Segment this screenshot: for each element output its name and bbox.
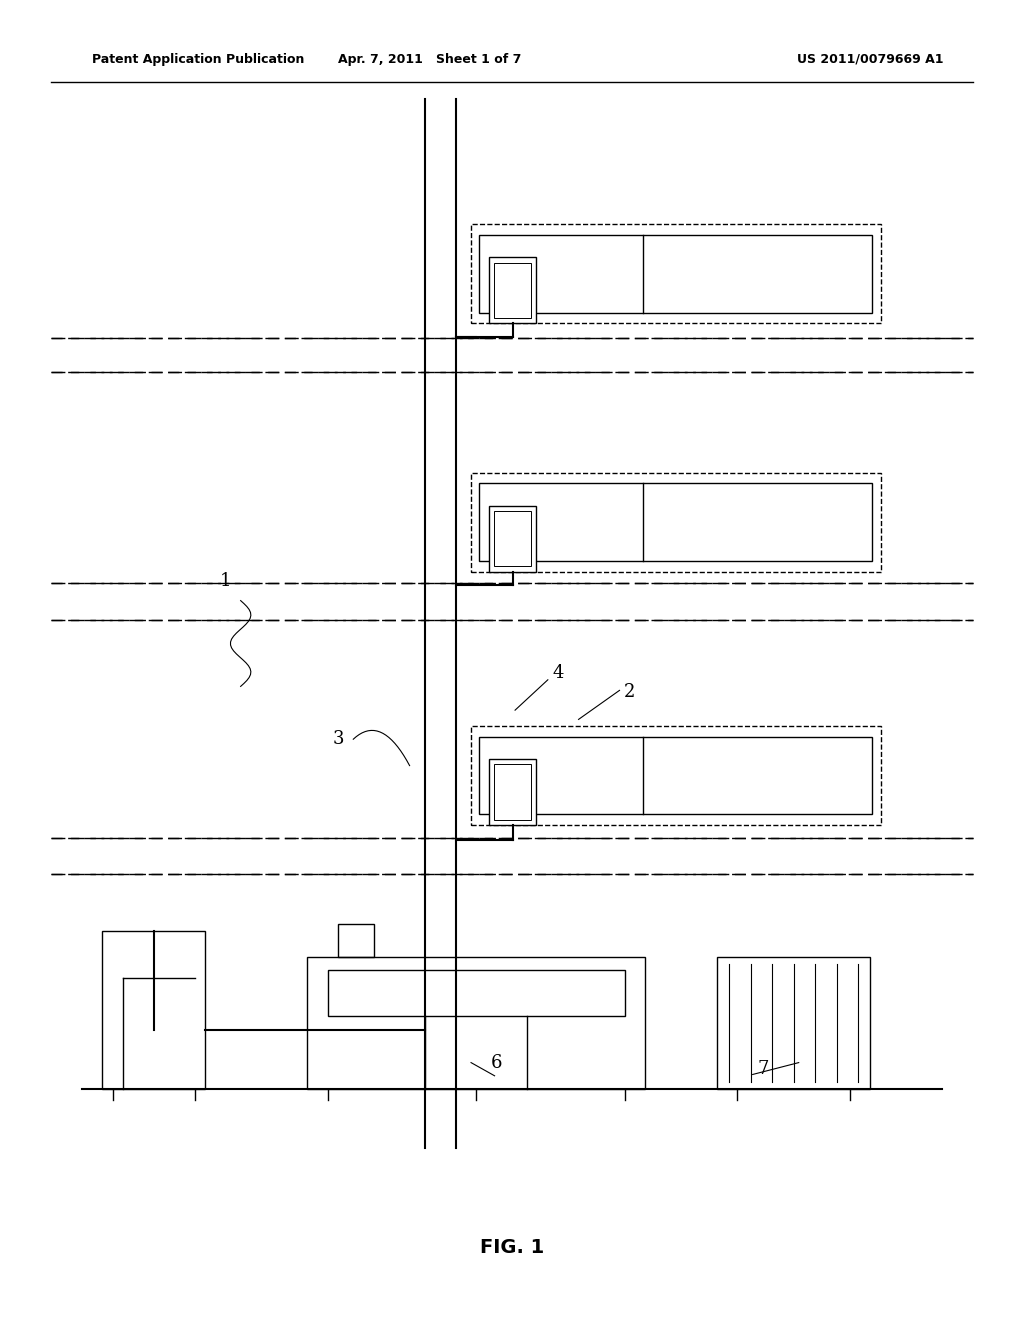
Bar [489, 257, 536, 323]
Bar [471, 726, 881, 825]
Bar [479, 737, 872, 814]
Text: Apr. 7, 2011   Sheet 1 of 7: Apr. 7, 2011 Sheet 1 of 7 [338, 53, 522, 66]
Bar [717, 957, 870, 1089]
Text: US 2011/0079669 A1: US 2011/0079669 A1 [797, 53, 944, 66]
Text: 3: 3 [332, 730, 344, 748]
Bar [494, 764, 531, 820]
Bar [328, 970, 625, 1016]
Bar [494, 263, 531, 318]
Text: FIG. 1: FIG. 1 [480, 1238, 544, 1257]
Text: 4: 4 [552, 664, 564, 682]
Bar [471, 473, 881, 572]
Bar [479, 483, 872, 561]
Bar [494, 511, 531, 566]
Text: 7: 7 [757, 1060, 769, 1078]
Bar [471, 224, 881, 323]
Text: Patent Application Publication: Patent Application Publication [92, 53, 304, 66]
Bar [489, 506, 536, 572]
Text: 1: 1 [219, 572, 231, 590]
Text: 6: 6 [490, 1053, 503, 1072]
Bar [102, 931, 205, 1089]
Bar [307, 957, 645, 1089]
Text: 2: 2 [624, 682, 636, 701]
Bar [479, 235, 872, 313]
Bar [489, 759, 536, 825]
Bar [338, 924, 374, 957]
